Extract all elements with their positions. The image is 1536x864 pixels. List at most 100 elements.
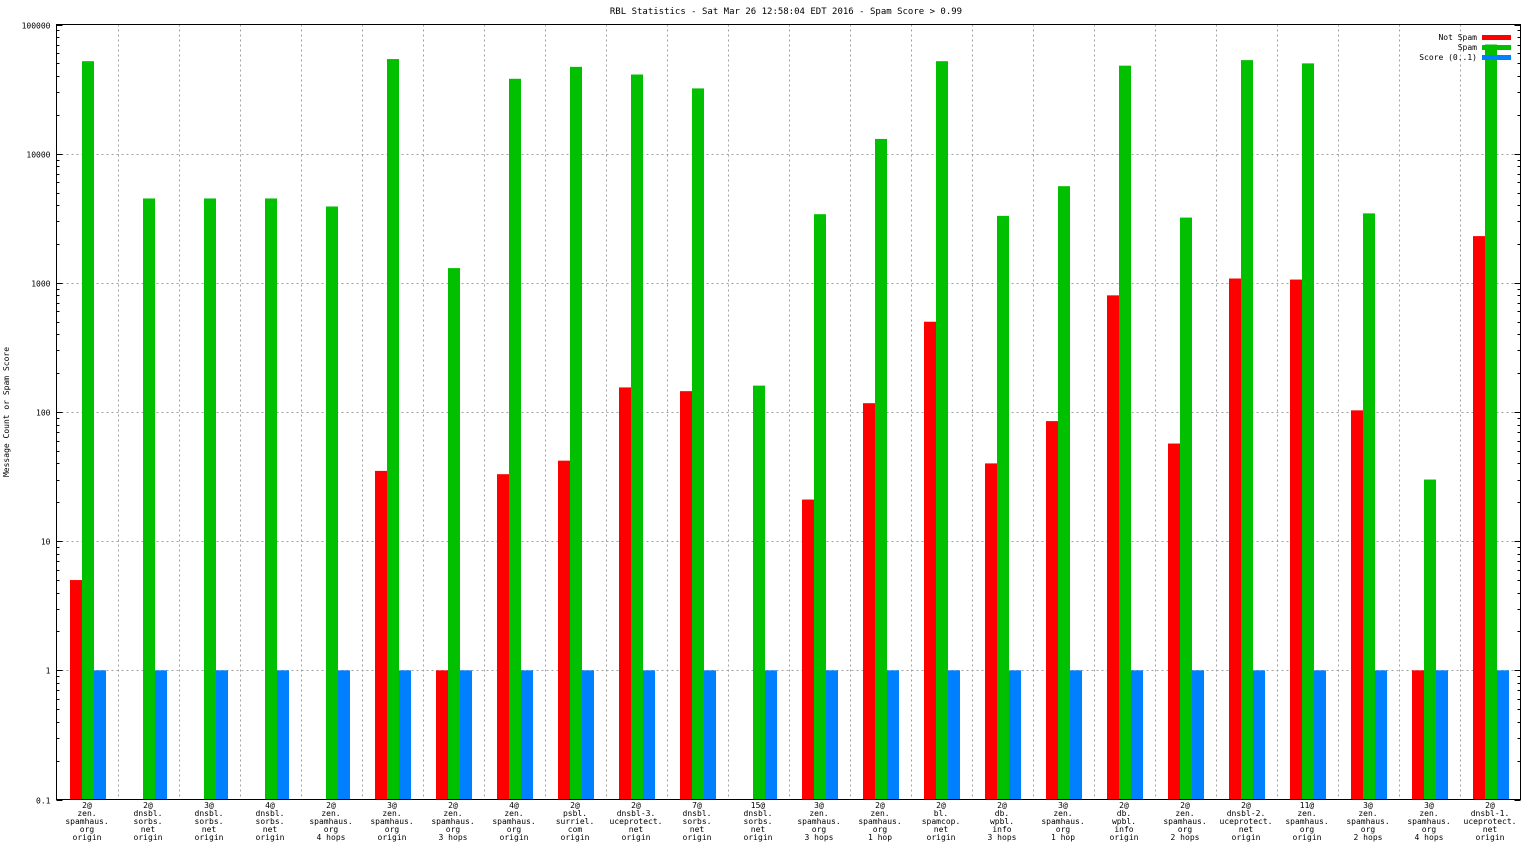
- bar-not-spam: [436, 670, 448, 800]
- bars: [70, 44, 1509, 800]
- y-axis-label: Message Count or Spam Score: [2, 347, 11, 477]
- bar-not-spam: [497, 474, 509, 800]
- bar-not-spam: [802, 499, 814, 800]
- y-tick-label: 100: [36, 409, 51, 418]
- bar-spam: [509, 78, 521, 800]
- x-axis-ticks: 2@ zen. spamhaus. org origin 2@ dnsbl. sorbs. ne…: [65, 801, 1516, 842]
- x-tick-label: 2@ psbl. surriel. com origin: [556, 801, 595, 842]
- bar-spam: [143, 198, 155, 800]
- chart-title: RBL Statistics - Sat Mar 26 12:58:04 EDT…: [610, 7, 962, 17]
- x-tick-label: 2@ zen. spamhaus. org origin: [65, 801, 108, 842]
- x-tick-label: 2@ zen. spamhaus. org 2 hops: [1163, 801, 1206, 842]
- x-tick-label: 3@ zen. spamhaus. org 4 hops: [1407, 801, 1450, 842]
- bar-spam: [204, 198, 216, 800]
- bar-score-0-1: [704, 670, 716, 800]
- bar-spam: [631, 74, 643, 800]
- bar-spam: [936, 61, 948, 800]
- bar-not-spam: [1412, 670, 1424, 800]
- bar-spam: [1119, 65, 1131, 800]
- y-axis-ticks: 0.1 1 10 100 1000 10000 100000: [22, 22, 1521, 806]
- bar-score-0-1: [826, 670, 838, 800]
- bar-spam: [1180, 217, 1192, 800]
- x-tick-label: 2@ db. wpbl. info origin: [1110, 801, 1139, 842]
- x-tick-label: 3@ dnsbl. sorbs. net origin: [195, 801, 224, 842]
- bar-spam: [448, 268, 460, 800]
- legend-label: Spam: [1458, 43, 1477, 52]
- bar-spam: [875, 138, 887, 800]
- bar-spam: [1363, 213, 1375, 800]
- bar-not-spam: [1168, 443, 1180, 800]
- bar-score-0-1: [582, 670, 594, 800]
- bar-score-0-1: [1436, 670, 1448, 800]
- bar-not-spam: [1290, 279, 1302, 800]
- x-tick-label: 15@ dnsbl. sorbs. net origin: [744, 801, 773, 842]
- bar-not-spam: [863, 403, 875, 800]
- bar-not-spam: [70, 580, 82, 800]
- bar-score-0-1: [948, 670, 960, 800]
- grid-lines: [56, 24, 1521, 800]
- x-tick-label: 4@ dnsbl. sorbs. net origin: [256, 801, 285, 842]
- bar-score-0-1: [1253, 670, 1265, 800]
- bar-score-0-1: [94, 670, 106, 800]
- x-tick-label: 3@ zen. spamhaus. org 2 hops: [1346, 801, 1389, 842]
- legend-label: Score (0..1): [1419, 53, 1477, 62]
- bar-spam: [82, 61, 94, 800]
- bar-score-0-1: [1192, 670, 1204, 800]
- bar-score-0-1: [643, 670, 655, 800]
- y-tick-label: 10: [41, 538, 51, 547]
- bar-spam: [326, 206, 338, 800]
- bar-score-0-1: [521, 670, 533, 800]
- x-tick-label: 3@ zen. spamhaus. org origin: [370, 801, 413, 842]
- bar-score-0-1: [1314, 670, 1326, 800]
- bar-score-0-1: [399, 670, 411, 800]
- x-tick-label: 3@ zen. spamhaus. org 1 hop: [1041, 801, 1084, 842]
- legend-swatch: [1482, 55, 1511, 60]
- y-tick-label: 1: [46, 667, 51, 676]
- bar-score-0-1: [277, 670, 289, 800]
- bar-spam: [692, 88, 704, 800]
- bar-not-spam: [1046, 421, 1058, 800]
- y-tick-label: 10000: [26, 151, 50, 160]
- bar-not-spam: [1473, 236, 1485, 800]
- legend-label: Not Spam: [1438, 33, 1477, 42]
- bar-spam: [1485, 44, 1497, 800]
- bar-not-spam: [375, 470, 387, 800]
- bar-score-0-1: [460, 670, 472, 800]
- bar-score-0-1: [1375, 670, 1387, 800]
- bar-spam: [1058, 186, 1070, 800]
- x-tick-label: 3@ zen. spamhaus. org 3 hops: [797, 801, 840, 842]
- bar-score-0-1: [1070, 670, 1082, 800]
- bar-not-spam: [1107, 295, 1119, 800]
- x-tick-label: 11@ zen. spamhaus. org origin: [1285, 801, 1328, 842]
- y-tick-label: 100000: [22, 22, 51, 31]
- y-tick-label: 1000: [31, 280, 50, 289]
- x-tick-label: 2@ dnsbl-2. uceprotect. net origin: [1220, 801, 1273, 842]
- bar-score-0-1: [1497, 670, 1509, 800]
- bar-not-spam: [619, 387, 631, 800]
- x-tick-label: 2@ zen. spamhaus. org 4 hops: [309, 801, 352, 842]
- bar-not-spam: [924, 321, 936, 800]
- bar-not-spam: [1229, 278, 1241, 800]
- bar-spam: [570, 66, 582, 800]
- bar-score-0-1: [216, 670, 228, 800]
- bar-spam: [753, 385, 765, 800]
- bar-score-0-1: [338, 670, 350, 800]
- legend-swatch: [1482, 45, 1511, 50]
- x-tick-label: 2@ dnsbl-3. uceprotect. net origin: [610, 801, 663, 842]
- bar-spam: [1241, 60, 1253, 800]
- bar-spam: [997, 215, 1009, 800]
- x-tick-label: 2@ zen. spamhaus. org 3 hops: [431, 801, 474, 842]
- bar-score-0-1: [155, 670, 167, 800]
- y-tick-label: 0.1: [36, 797, 51, 806]
- bar-score-0-1: [765, 670, 777, 800]
- x-tick-label: 7@ dnsbl. sorbs. net origin: [683, 801, 712, 842]
- x-tick-label: 2@ dnsbl-1. uceprotect. net origin: [1464, 801, 1517, 842]
- x-tick-label: 2@ zen. spamhaus. org 1 hop: [858, 801, 901, 842]
- bar-spam: [265, 198, 277, 800]
- bar-score-0-1: [887, 670, 899, 800]
- bar-score-0-1: [1131, 670, 1143, 800]
- bar-not-spam: [1351, 410, 1363, 800]
- bar-not-spam: [558, 460, 570, 800]
